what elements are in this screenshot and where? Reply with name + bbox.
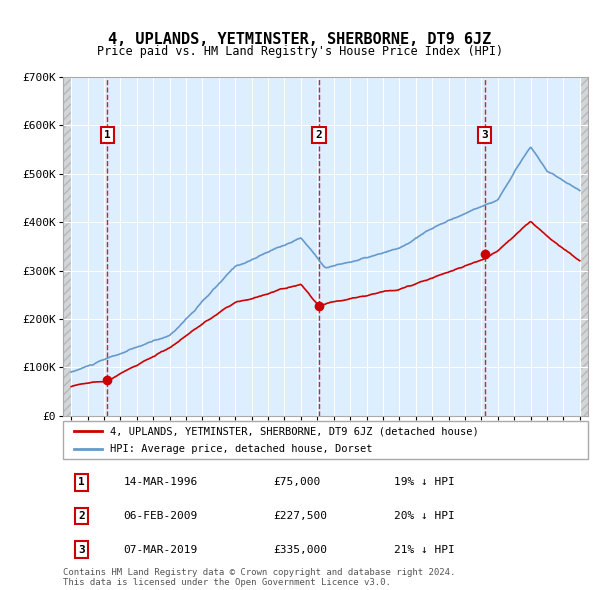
Text: Contains HM Land Registry data © Crown copyright and database right 2024.
This d: Contains HM Land Registry data © Crown c… <box>63 568 455 587</box>
Text: £335,000: £335,000 <box>273 545 327 555</box>
Text: 20% ↓ HPI: 20% ↓ HPI <box>394 511 455 521</box>
Bar <box>63 77 71 416</box>
Text: HPI: Average price, detached house, Dorset: HPI: Average price, detached house, Dors… <box>110 444 373 454</box>
Text: 3: 3 <box>481 130 488 140</box>
Text: 4, UPLANDS, YETMINSTER, SHERBORNE, DT9 6JZ (detached house): 4, UPLANDS, YETMINSTER, SHERBORNE, DT9 6… <box>110 427 479 437</box>
Text: Price paid vs. HM Land Registry's House Price Index (HPI): Price paid vs. HM Land Registry's House … <box>97 45 503 58</box>
Text: 3: 3 <box>78 545 85 555</box>
Text: 21% ↓ HPI: 21% ↓ HPI <box>394 545 455 555</box>
FancyBboxPatch shape <box>63 421 588 459</box>
Text: 4, UPLANDS, YETMINSTER, SHERBORNE, DT9 6JZ: 4, UPLANDS, YETMINSTER, SHERBORNE, DT9 6… <box>109 32 491 47</box>
Text: 1: 1 <box>104 130 110 140</box>
Text: 2: 2 <box>78 511 85 521</box>
Text: 14-MAR-1996: 14-MAR-1996 <box>124 477 197 487</box>
Text: £75,000: £75,000 <box>273 477 320 487</box>
Text: 07-MAR-2019: 07-MAR-2019 <box>124 545 197 555</box>
Text: 19% ↓ HPI: 19% ↓ HPI <box>394 477 455 487</box>
Text: 06-FEB-2009: 06-FEB-2009 <box>124 511 197 521</box>
Text: 2: 2 <box>316 130 322 140</box>
Bar <box>580 77 588 416</box>
Text: 1: 1 <box>78 477 85 487</box>
Text: £227,500: £227,500 <box>273 511 327 521</box>
